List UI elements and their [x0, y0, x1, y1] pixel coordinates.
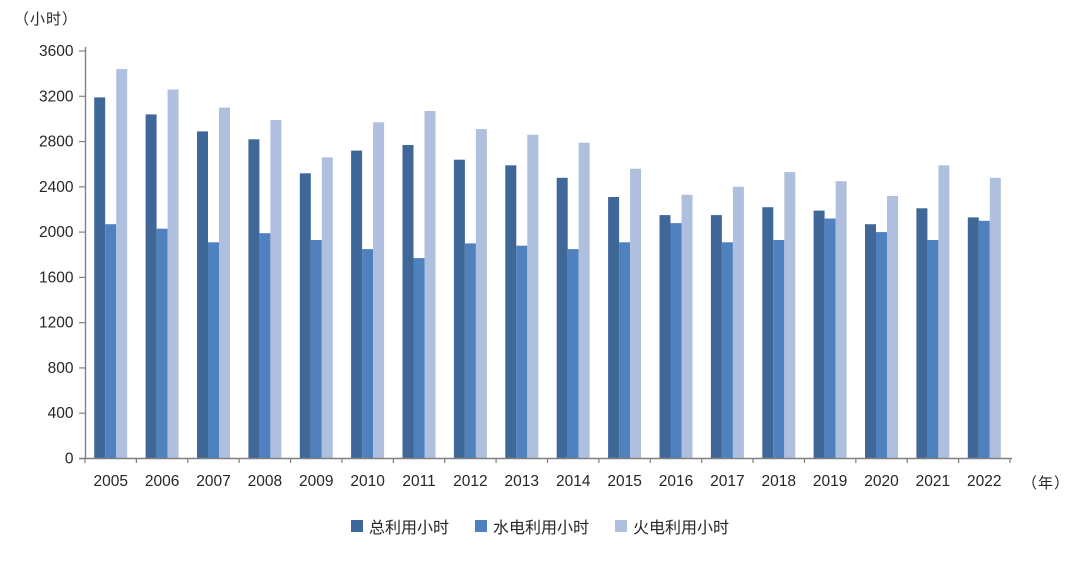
bar-水电利用小时-2005: [105, 224, 117, 459]
legend-label: 火电利用小时: [633, 520, 730, 537]
x-tick-label-2005: 2005: [93, 473, 127, 490]
x-tick-label-2014: 2014: [556, 473, 591, 490]
bar-总利用小时-2006: [145, 114, 157, 459]
bar-总利用小时-2008: [248, 139, 260, 459]
legend-label: 总利用小时: [368, 520, 449, 537]
y-tick-label: 1600: [39, 269, 74, 286]
bar-水电利用小时-2014: [567, 249, 579, 459]
x-tick-label-2011: 2011: [402, 473, 435, 490]
bar-水电利用小时-2021: [927, 240, 939, 459]
y-tick-label: 1200: [39, 315, 74, 332]
bar-水电利用小时-2009: [310, 240, 322, 459]
bar-总利用小时-2020: [865, 224, 876, 459]
x-tick-label-2009: 2009: [299, 473, 333, 490]
bar-总利用小时-2013: [505, 165, 517, 459]
bar-火电利用小时-2020: [887, 195, 898, 459]
bar-火电利用小时-2022: [989, 177, 1001, 459]
y-tick-label: 3200: [39, 88, 74, 105]
bar-总利用小时-2018: [762, 207, 774, 459]
bar-水电利用小时-2013: [516, 245, 528, 459]
x-tick-label-2015: 2015: [607, 473, 641, 490]
bar-水电利用小时-2012: [464, 243, 476, 459]
y-tick-label: 800: [48, 360, 74, 377]
bar-总利用小时-2009: [299, 173, 311, 459]
bar-总利用小时-2017: [710, 215, 722, 459]
y-tick-label: 3600: [39, 43, 74, 60]
x-tick-label-2016: 2016: [659, 473, 693, 490]
bar-水电利用小时-2010: [362, 249, 374, 459]
bar-水电利用小时-2022: [978, 220, 990, 459]
bar-水电利用小时-2006: [156, 228, 168, 459]
x-tick-label-2006: 2006: [145, 473, 179, 490]
bar-总利用小时-2015: [608, 197, 620, 459]
bar-火电利用小时-2017: [732, 186, 744, 459]
bar-火电利用小时-2019: [835, 181, 847, 459]
x-tick-label-2020: 2020: [864, 473, 899, 490]
x-tick-label-2018: 2018: [762, 473, 796, 490]
y-axis-unit-label: （小时）: [14, 11, 79, 28]
legend-swatch-icon: [615, 520, 627, 532]
y-tick-label: 2400: [39, 179, 74, 196]
legend-item-3: 火电利用小时: [615, 514, 729, 538]
bar-总利用小时-2007: [197, 131, 208, 459]
bar-水电利用小时-2008: [259, 233, 271, 459]
bar-火电利用小时-2010: [373, 122, 385, 459]
bar-总利用小时-2014: [556, 177, 568, 459]
bar-水电利用小时-2019: [824, 218, 836, 459]
bar-总利用小时-2010: [351, 150, 363, 459]
legend-item-1: 总利用小时: [350, 514, 449, 538]
x-tick-label-2021: 2021: [916, 473, 950, 490]
y-tick-label: 2000: [39, 224, 74, 241]
bar-总利用小时-2016: [659, 215, 671, 459]
bar-火电利用小时-2014: [578, 142, 590, 459]
bar-火电利用小时-2008: [270, 120, 282, 459]
legend-swatch-icon: [350, 520, 363, 532]
bar-火电利用小时-2015: [630, 168, 642, 459]
x-tick-label-2022: 2022: [967, 473, 1001, 490]
x-tick-label-2008: 2008: [248, 473, 282, 490]
chart-legend: 总利用小时 水电利用小时 火电利用小时: [0, 514, 1080, 538]
bar-总利用小时-2012: [453, 159, 465, 459]
bar-水电利用小时-2016: [670, 223, 682, 459]
bar-总利用小时-2011: [402, 145, 414, 459]
bar-火电利用小时-2021: [938, 165, 950, 459]
x-axis-unit-label: （年）: [1022, 475, 1071, 492]
bar-火电利用小时-2009: [321, 157, 333, 459]
legend-item-2: 水电利用小时: [474, 514, 589, 538]
bar-水电利用小时-2018: [773, 240, 785, 459]
bar-总利用小时-2021: [916, 208, 928, 459]
bar-火电利用小时-2013: [527, 134, 539, 459]
y-tick-label: 0: [65, 451, 74, 468]
legend-label: 水电利用小时: [492, 520, 589, 537]
legend-swatch-icon: [474, 520, 487, 532]
x-tick-label-2007: 2007: [196, 473, 230, 490]
bar-水电利用小时-2015: [619, 242, 631, 459]
bar-总利用小时-2005: [94, 97, 106, 459]
x-tick-label-2013: 2013: [505, 473, 539, 490]
bar-火电利用小时-2011: [424, 111, 436, 459]
bar-火电利用小时-2007: [219, 107, 230, 459]
bar-水电利用小时-2020: [876, 232, 887, 459]
bar-火电利用小时-2006: [167, 89, 179, 459]
x-tick-label-2019: 2019: [813, 473, 847, 490]
bar-水电利用小时-2007: [208, 242, 219, 459]
x-tick-label-2017: 2017: [710, 473, 744, 490]
x-tick-label-2012: 2012: [453, 473, 487, 490]
bar-水电利用小时-2011: [413, 258, 425, 459]
bar-总利用小时-2022: [967, 217, 979, 459]
bar-水电利用小时-2017: [721, 242, 733, 459]
y-tick-label: 2800: [39, 134, 74, 151]
y-tick-label: 400: [48, 405, 74, 422]
bar-总利用小时-2019: [813, 210, 825, 459]
x-tick-label-2010: 2010: [350, 473, 385, 490]
bar-火电利用小时-2012: [475, 129, 487, 459]
bar-火电利用小时-2018: [784, 172, 796, 459]
bar-火电利用小时-2016: [681, 194, 693, 459]
bar-火电利用小时-2005: [116, 69, 128, 459]
